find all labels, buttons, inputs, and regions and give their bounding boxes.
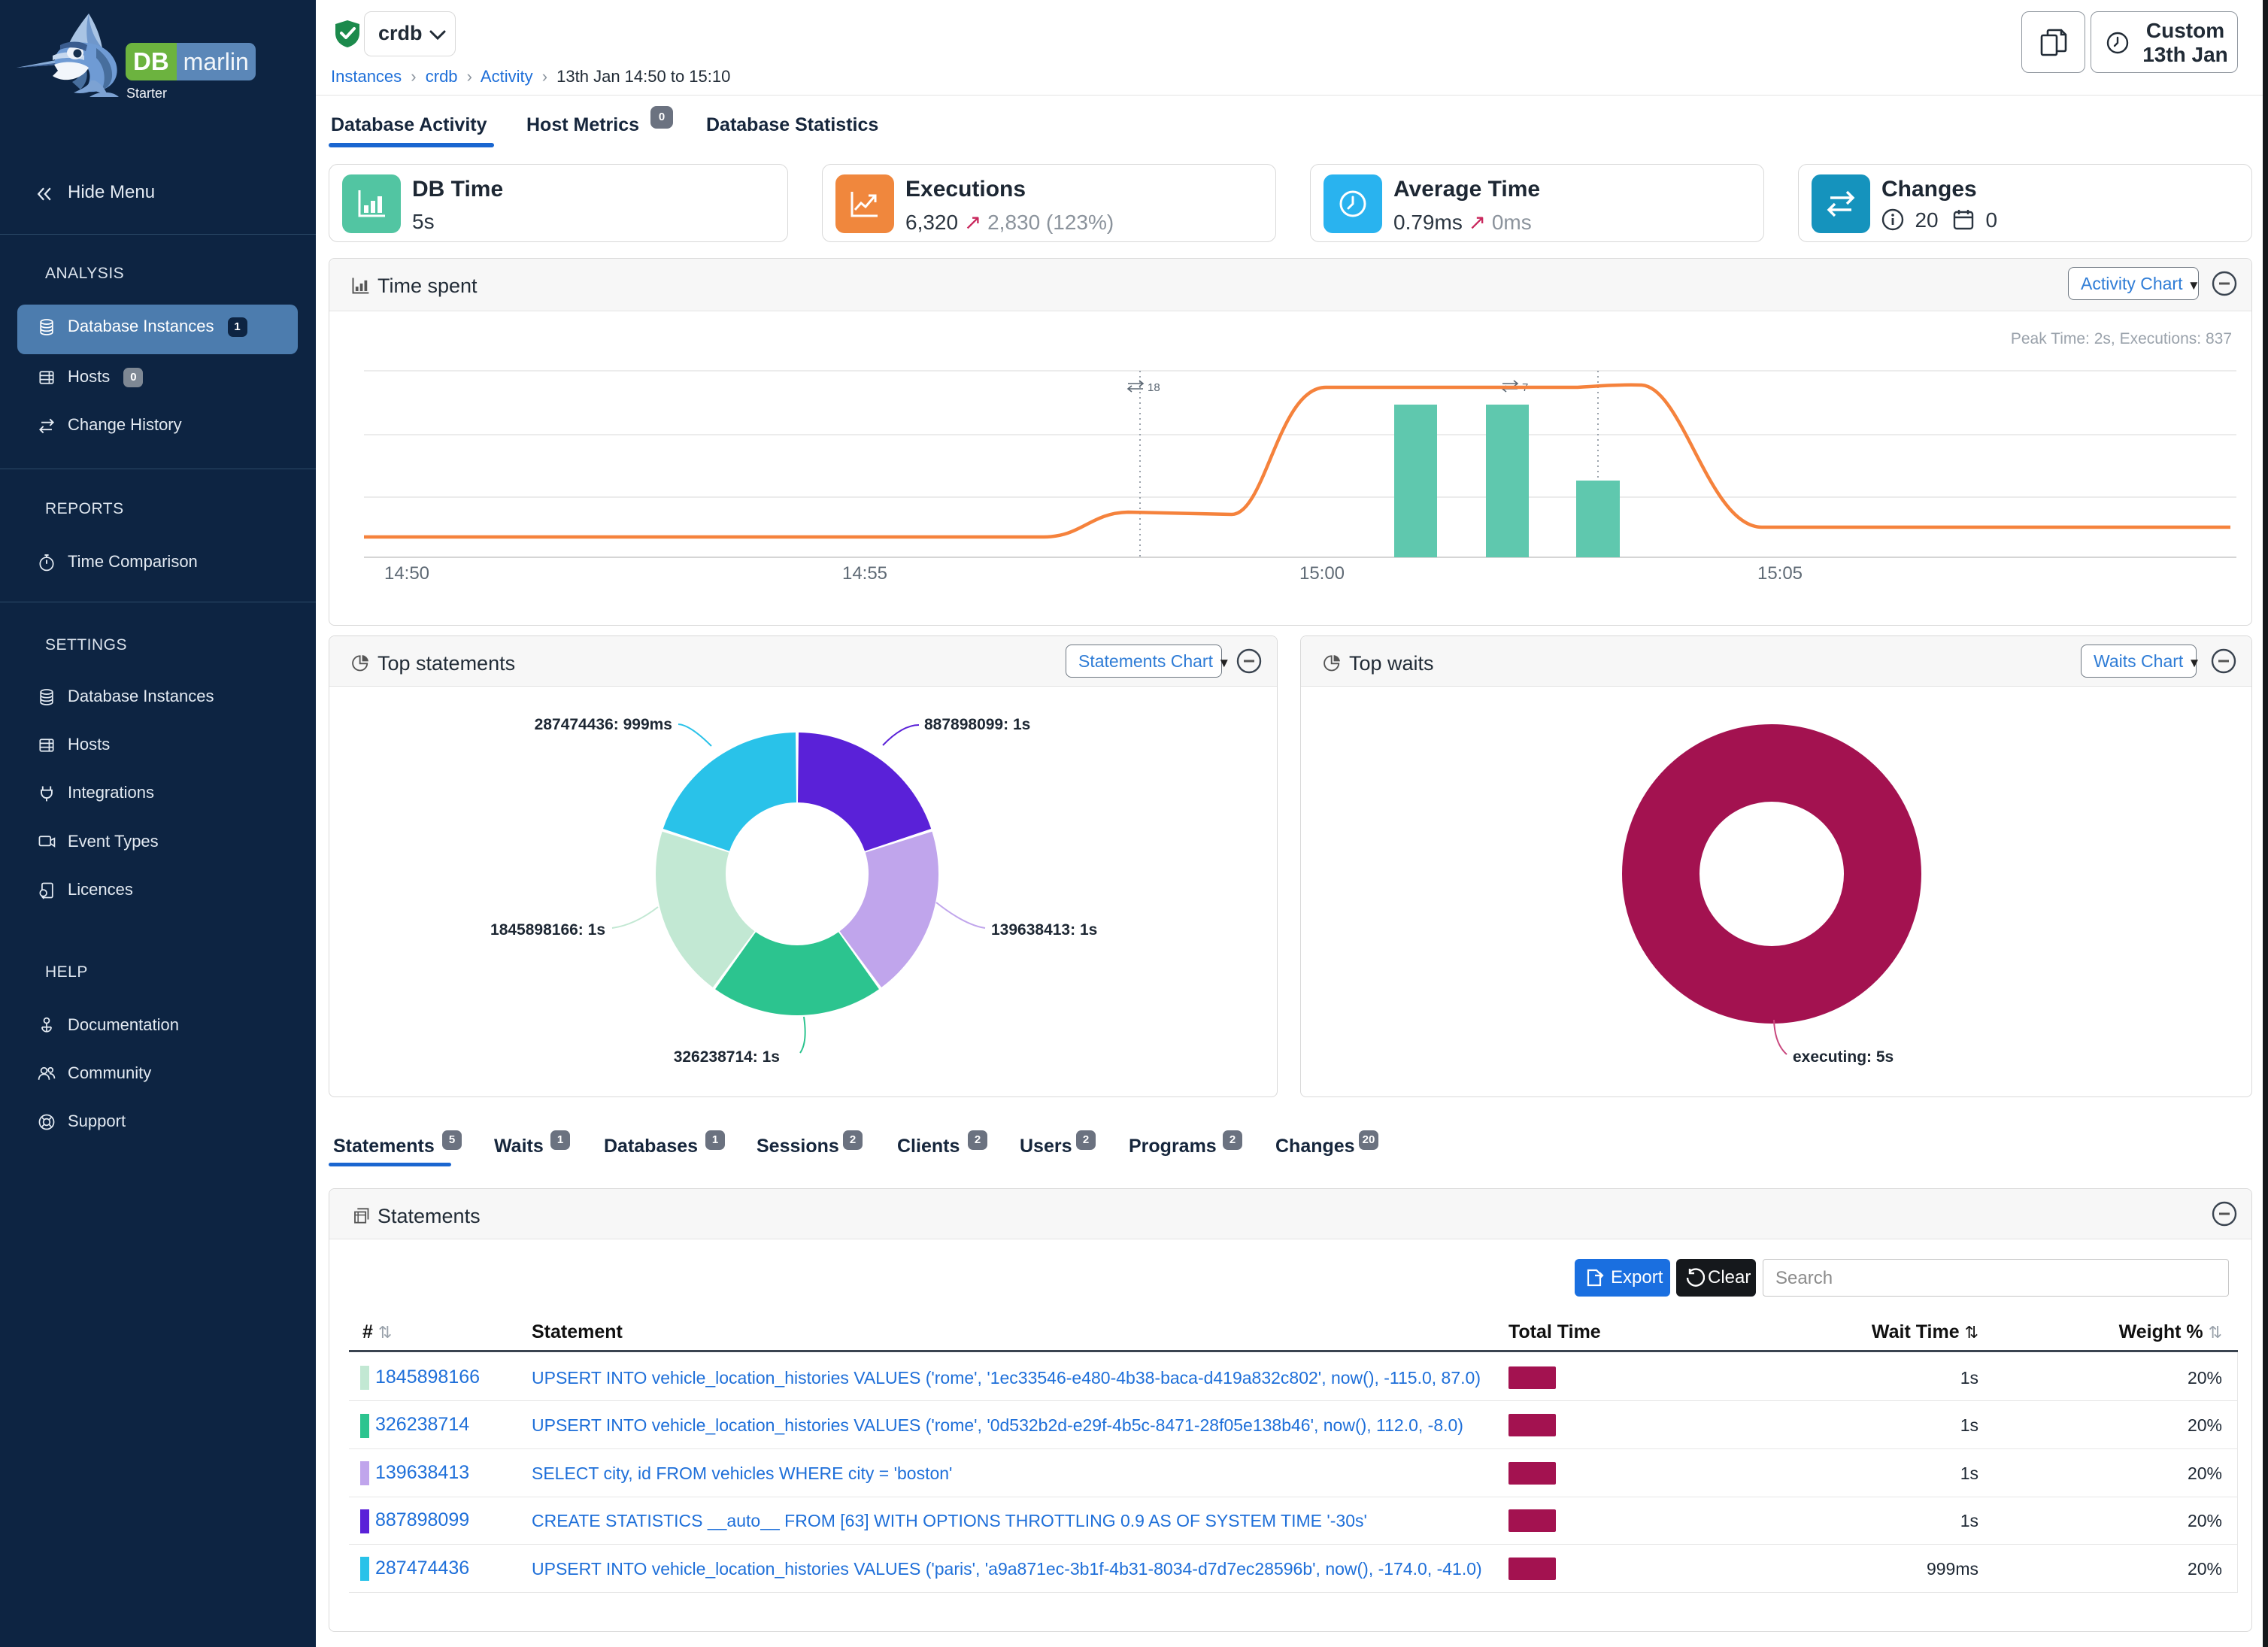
svg-text:139638413: 1s: 139638413: 1s — [991, 921, 1097, 939]
svg-text:887898099: 1s: 887898099: 1s — [924, 716, 1030, 733]
svg-text:15:00: 15:00 — [1299, 563, 1345, 584]
svg-text:326238714: 1s: 326238714: 1s — [674, 1048, 780, 1066]
svg-text:14:50: 14:50 — [384, 563, 429, 584]
svg-text:14:55: 14:55 — [842, 563, 887, 584]
svg-text:18: 18 — [1148, 381, 1160, 394]
svg-text:Peak Time: 2s, Executions: 837: Peak Time: 2s, Executions: 837 — [2011, 330, 2232, 347]
svg-text:287474436: 999ms: 287474436: 999ms — [535, 716, 672, 733]
svg-text:1845898166: 1s: 1845898166: 1s — [490, 921, 605, 939]
svg-text:executing: 5s: executing: 5s — [1793, 1048, 1894, 1066]
svg-text:15:05: 15:05 — [1757, 563, 1803, 584]
